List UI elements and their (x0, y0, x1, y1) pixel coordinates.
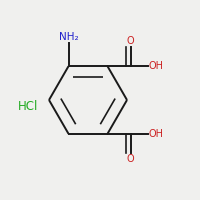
Text: OH: OH (148, 129, 163, 139)
Text: OH: OH (148, 61, 163, 71)
Text: HCl: HCl (18, 99, 38, 112)
Text: O: O (127, 36, 134, 46)
Text: O: O (127, 154, 134, 164)
Text: NH₂: NH₂ (59, 32, 78, 42)
